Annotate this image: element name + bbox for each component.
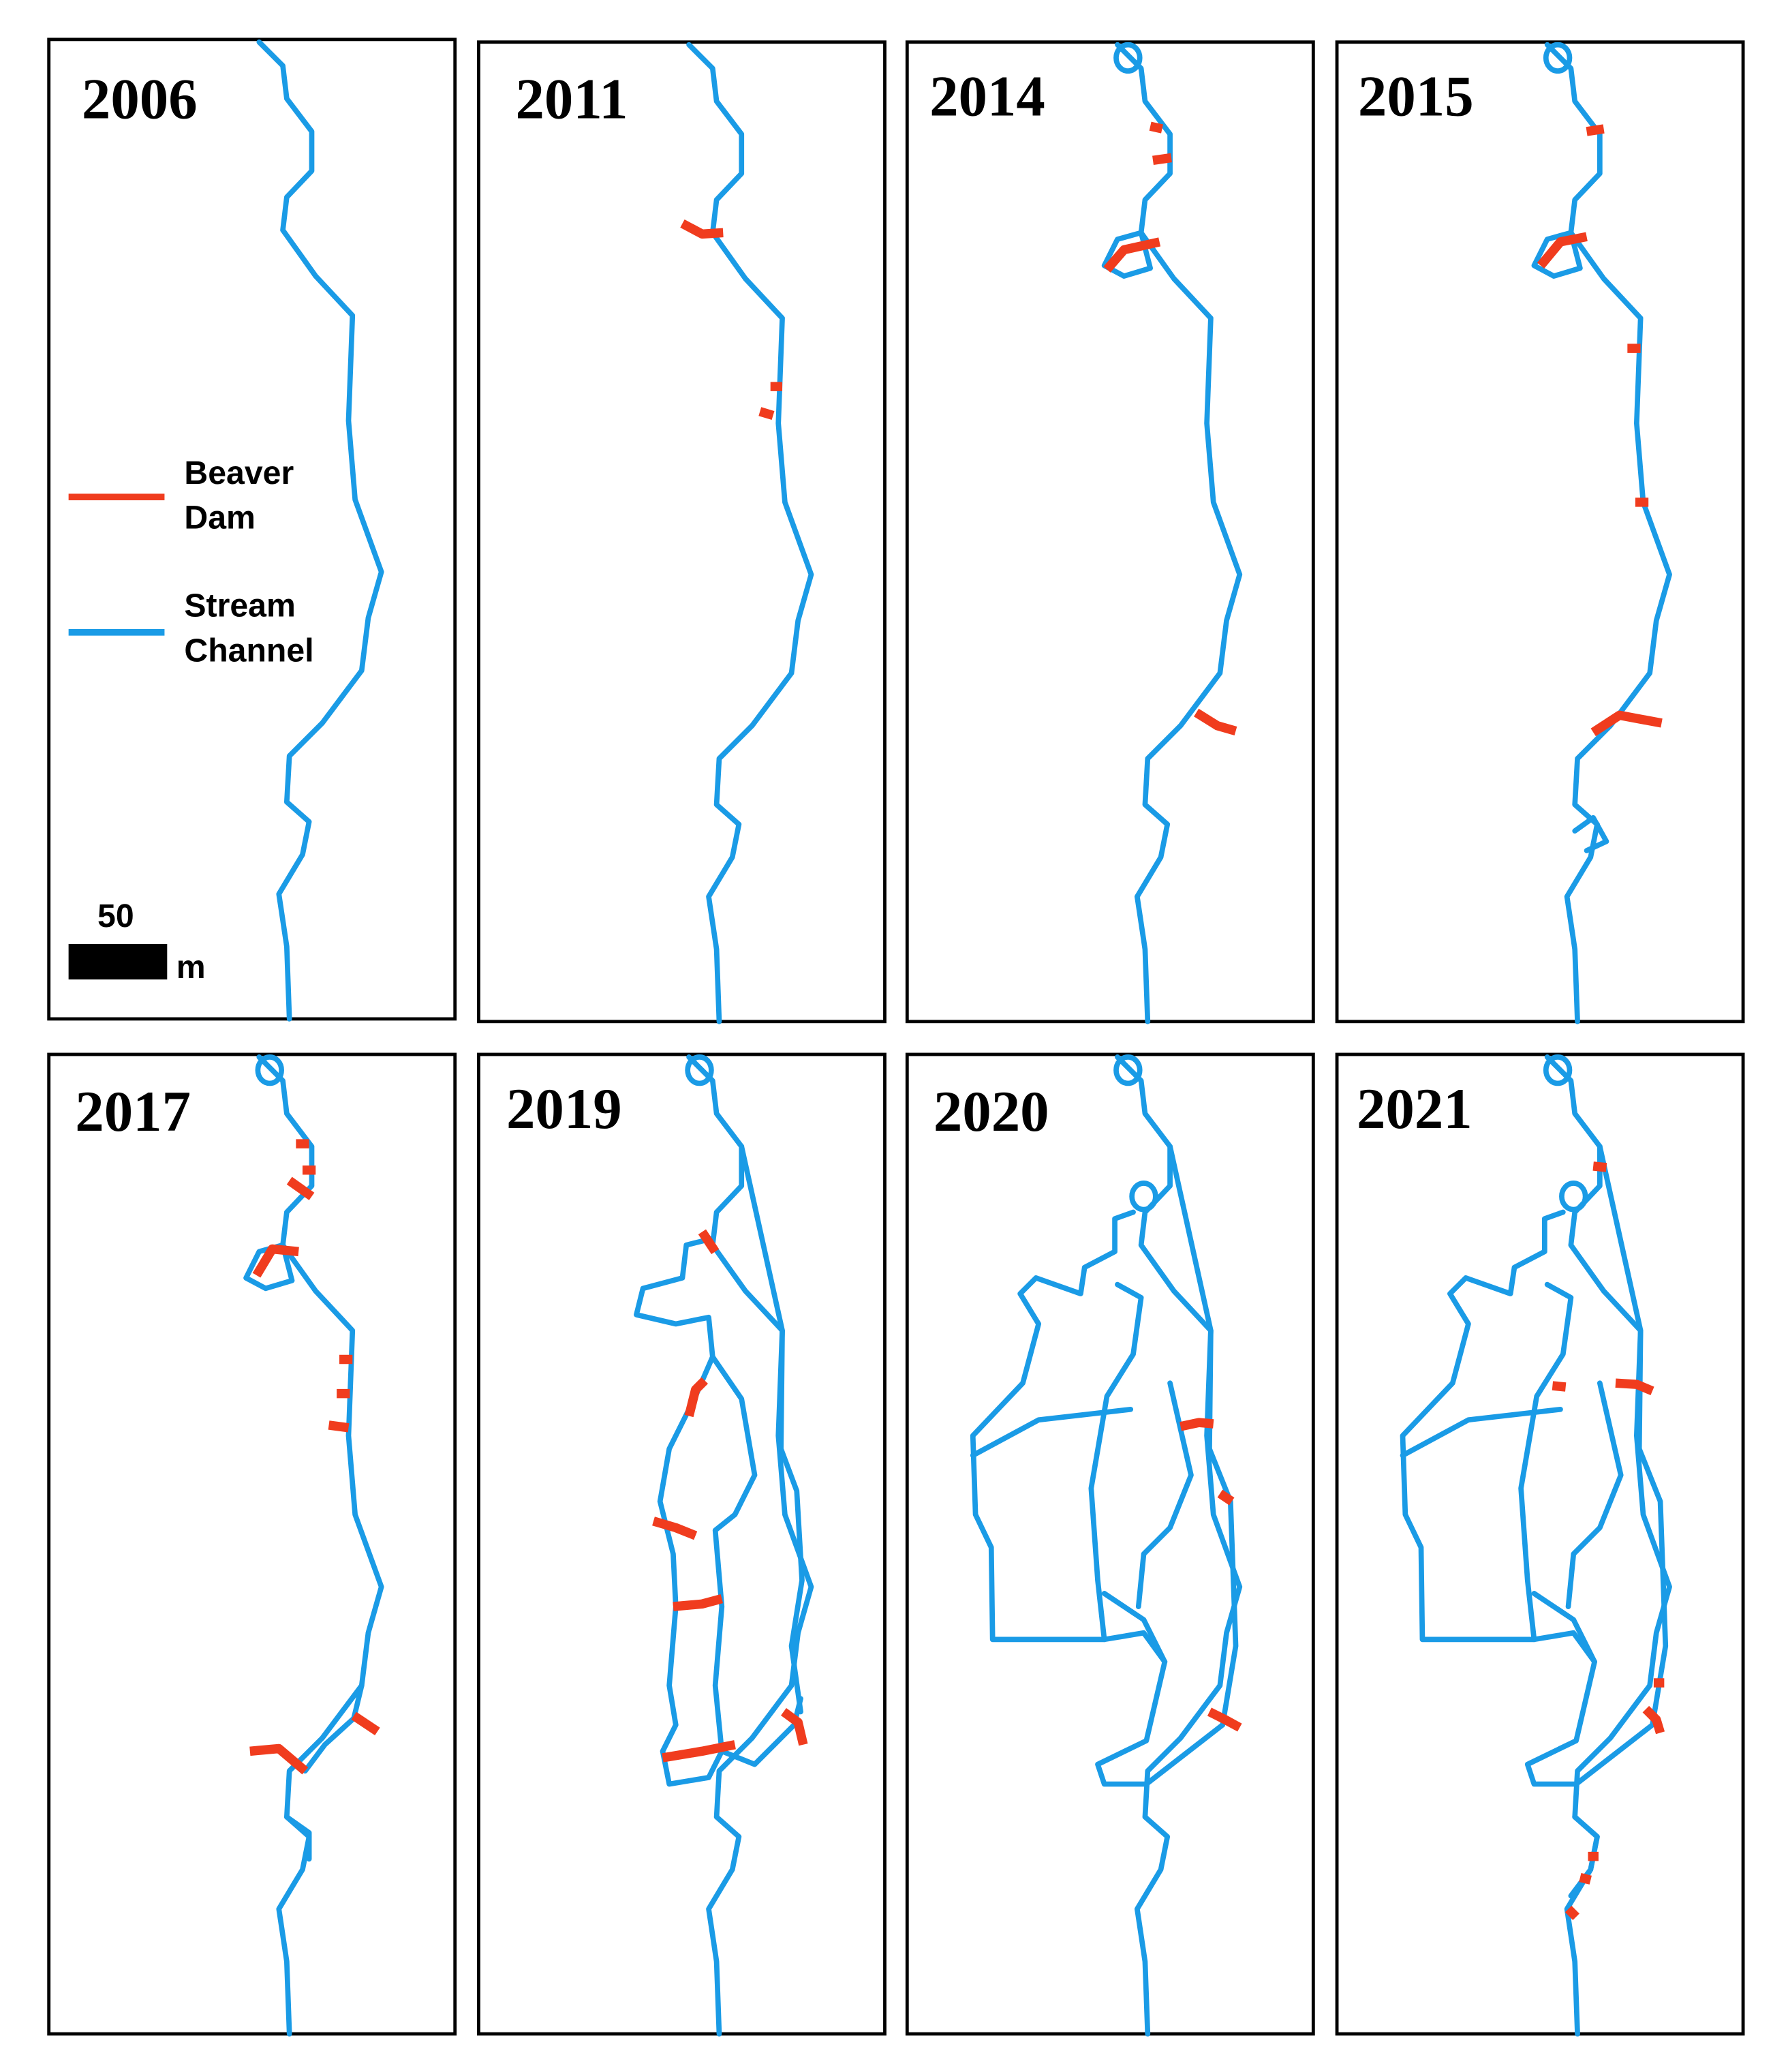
panel-2006: 2006 <box>82 42 382 1019</box>
scale-value: 50 <box>97 898 134 934</box>
legend-label: Stream <box>184 588 296 624</box>
panel-2015: 2015 <box>1358 45 1669 1022</box>
legend: Beaver Dam Stream Channel <box>68 455 314 669</box>
panel-frames <box>47 37 1745 2036</box>
legend-label: Beaver <box>184 455 294 491</box>
panel-2019: 2019 <box>506 1057 812 2034</box>
panel-year: 2019 <box>506 1077 622 1141</box>
panel-2020: 2020 <box>934 1057 1239 2034</box>
panel-2017: 2017 <box>75 1057 381 2034</box>
panel-2014: 2014 <box>929 45 1239 1022</box>
panel-year: 2015 <box>1358 65 1474 129</box>
panel-year: 2006 <box>82 67 198 132</box>
legend-label: Dam <box>184 499 256 536</box>
scale-bar: 50 m <box>68 898 206 986</box>
panel-2011: 2011 <box>515 45 811 1022</box>
scale-rect <box>68 943 168 980</box>
panel-2021: 2021 <box>1357 1057 1669 2034</box>
panel-year: 2017 <box>75 1080 191 1144</box>
panel-year: 2011 <box>515 67 628 132</box>
scale-unit: m <box>176 949 206 986</box>
legend-label: Channel <box>184 632 313 669</box>
panel-year: 2021 <box>1357 1077 1473 1141</box>
panel-year: 2020 <box>934 1080 1049 1144</box>
panel-year: 2014 <box>929 65 1045 129</box>
